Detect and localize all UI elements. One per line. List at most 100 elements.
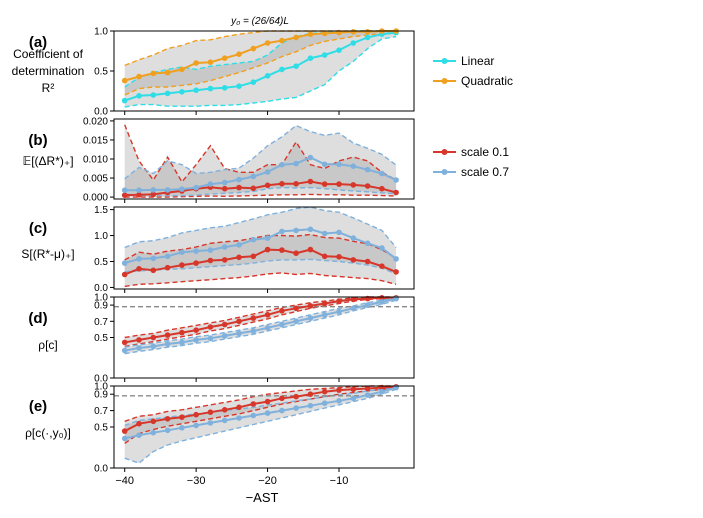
data-point-linear bbox=[236, 83, 242, 89]
data-point-scale-0-1 bbox=[136, 420, 142, 427]
panel-d: (d) ρ[c] 0.0 0.5 0.7 0.91.0 bbox=[28, 293, 415, 385]
data-point-quadratic bbox=[364, 29, 371, 35]
data-point-scale-0-1 bbox=[307, 303, 314, 309]
y-axis-label: Coefficient of bbox=[13, 47, 83, 61]
y-tick-label: 1.0 bbox=[94, 382, 108, 393]
data-point-scale-0-1 bbox=[336, 298, 342, 304]
data-point-scale-0-1 bbox=[221, 257, 228, 263]
y-tick-label: 0.0 bbox=[94, 464, 108, 475]
data-point-scale-0-7 bbox=[379, 299, 385, 305]
data-point-linear bbox=[193, 87, 199, 93]
legend-a: Linear Quadratic bbox=[433, 54, 513, 88]
y-tick-label: 0.005 bbox=[83, 174, 108, 185]
x-tick-label: −10 bbox=[330, 475, 349, 487]
upper-bound-quadratic bbox=[124, 30, 397, 67]
data-point-scale-0-1 bbox=[250, 401, 257, 407]
x-tick-label: −30 bbox=[187, 475, 206, 487]
data-point-scale-0-7 bbox=[150, 255, 157, 262]
data-point-scale-0-7 bbox=[250, 412, 257, 419]
y-tick-label: 0.5 bbox=[94, 333, 108, 344]
data-point-scale-0-1 bbox=[336, 253, 342, 260]
data-point-scale-0-1 bbox=[150, 267, 157, 274]
data-point-scale-0-7 bbox=[293, 227, 299, 234]
x-tick-label: −20 bbox=[258, 475, 277, 487]
data-point-scale-0-7 bbox=[393, 256, 399, 262]
data-point-scale-0-1 bbox=[379, 295, 385, 301]
y-tick-label: 1.0 bbox=[94, 27, 108, 38]
y-tick-label: 0.9 bbox=[94, 390, 108, 401]
data-point-scale-0-7 bbox=[307, 226, 314, 233]
data-point-scale-0-7 bbox=[236, 415, 242, 421]
upper-bound-scale-0-7 bbox=[124, 386, 397, 427]
data-point-scale-0-7 bbox=[321, 230, 328, 237]
data-point-scale-0-7 bbox=[150, 429, 157, 436]
y-tick-label: 0.0 bbox=[94, 374, 108, 385]
panel-a: (a)Coefficient of determination R² 0.0 0.5 1.… bbox=[12, 27, 415, 118]
data-point-scale-0-1 bbox=[321, 300, 328, 307]
data-point-scale-0-1 bbox=[336, 181, 342, 187]
data-point-scale-0-7 bbox=[121, 187, 128, 193]
data-point-scale-0-7 bbox=[136, 345, 142, 351]
data-point-scale-0-1 bbox=[393, 189, 399, 196]
data-point-scale-0-7 bbox=[379, 170, 385, 177]
data-point-scale-0-7 bbox=[279, 407, 285, 414]
data-point-scale-0-1 bbox=[221, 321, 228, 328]
data-point-scale-0-1 bbox=[307, 246, 314, 253]
data-point-scale-0-1 bbox=[150, 418, 157, 425]
data-point-linear bbox=[150, 92, 157, 98]
data-point-quadratic bbox=[193, 60, 199, 66]
data-point-scale-0-7 bbox=[193, 337, 199, 343]
data-point-scale-0-1 bbox=[279, 181, 285, 187]
band-scale-0-1 bbox=[124, 234, 397, 287]
data-point-scale-0-1 bbox=[321, 181, 328, 187]
data-point-scale-0-7 bbox=[221, 333, 228, 339]
data-point-scale-0-7 bbox=[307, 315, 314, 321]
y-tick-label: 0.020 bbox=[83, 116, 108, 127]
data-point-scale-0-7 bbox=[121, 260, 128, 266]
data-point-scale-0-1 bbox=[350, 296, 357, 303]
data-point-scale-0-7 bbox=[136, 432, 142, 439]
y-tick-label: 0.0 bbox=[94, 107, 108, 118]
lower-bound-quadratic bbox=[124, 31, 397, 96]
data-point-linear bbox=[264, 73, 271, 79]
data-point-scale-0-1 bbox=[179, 262, 185, 268]
data-point-quadratic bbox=[307, 31, 314, 37]
data-point-scale-0-1 bbox=[236, 318, 242, 325]
data-point-scale-0-1 bbox=[121, 271, 128, 278]
data-point-linear bbox=[279, 66, 285, 73]
y-tick-label: 0.0 bbox=[94, 283, 108, 294]
legend-scale07-marker bbox=[441, 169, 448, 175]
data-point-scale-0-7 bbox=[207, 335, 214, 342]
data-point-scale-0-7 bbox=[321, 161, 328, 168]
data-point-scale-0-7 bbox=[250, 328, 257, 334]
data-point-scale-0-1 bbox=[179, 329, 185, 336]
lower-bound-linear bbox=[124, 35, 397, 108]
data-point-scale-0-7 bbox=[221, 179, 228, 186]
band-linear bbox=[124, 31, 397, 107]
data-point-scale-0-7 bbox=[164, 341, 171, 347]
data-point-linear bbox=[136, 93, 142, 99]
data-point-scale-0-1 bbox=[264, 246, 271, 253]
data-point-scale-0-7 bbox=[336, 398, 342, 404]
data-point-scale-0-1 bbox=[164, 416, 171, 422]
band-quadratic bbox=[124, 31, 397, 95]
data-point-scale-0-1 bbox=[193, 260, 199, 266]
y-axis-label: S[(R*-μ)₊] bbox=[21, 247, 74, 261]
x-axis: −40 −30 −20 −10 bbox=[115, 475, 348, 487]
data-point-quadratic bbox=[164, 69, 171, 76]
data-point-scale-0-1 bbox=[364, 183, 371, 189]
panel-c: (c) S[(R*-μ)₊] 0.0 0.5 1.0 1.5 bbox=[21, 205, 415, 294]
y-axis-label: 𝔼[(ΔR*)₊] bbox=[22, 154, 73, 168]
data-point-scale-0-7 bbox=[336, 308, 342, 315]
data-point-quadratic bbox=[350, 29, 357, 35]
y-axis-label: ρ[c(·,y₀)] bbox=[25, 426, 71, 440]
data-point-scale-0-7 bbox=[279, 228, 285, 235]
band-scale-0-1 bbox=[124, 386, 397, 444]
data-point-scale-0-7 bbox=[293, 160, 299, 167]
data-point-scale-0-1 bbox=[293, 250, 299, 256]
y-tick-label: 0.5 bbox=[94, 423, 108, 434]
data-point-scale-0-7 bbox=[221, 244, 228, 250]
data-point-scale-0-7 bbox=[264, 235, 271, 241]
y-tick-label: 0.010 bbox=[83, 155, 108, 166]
data-point-scale-0-7 bbox=[364, 240, 371, 247]
